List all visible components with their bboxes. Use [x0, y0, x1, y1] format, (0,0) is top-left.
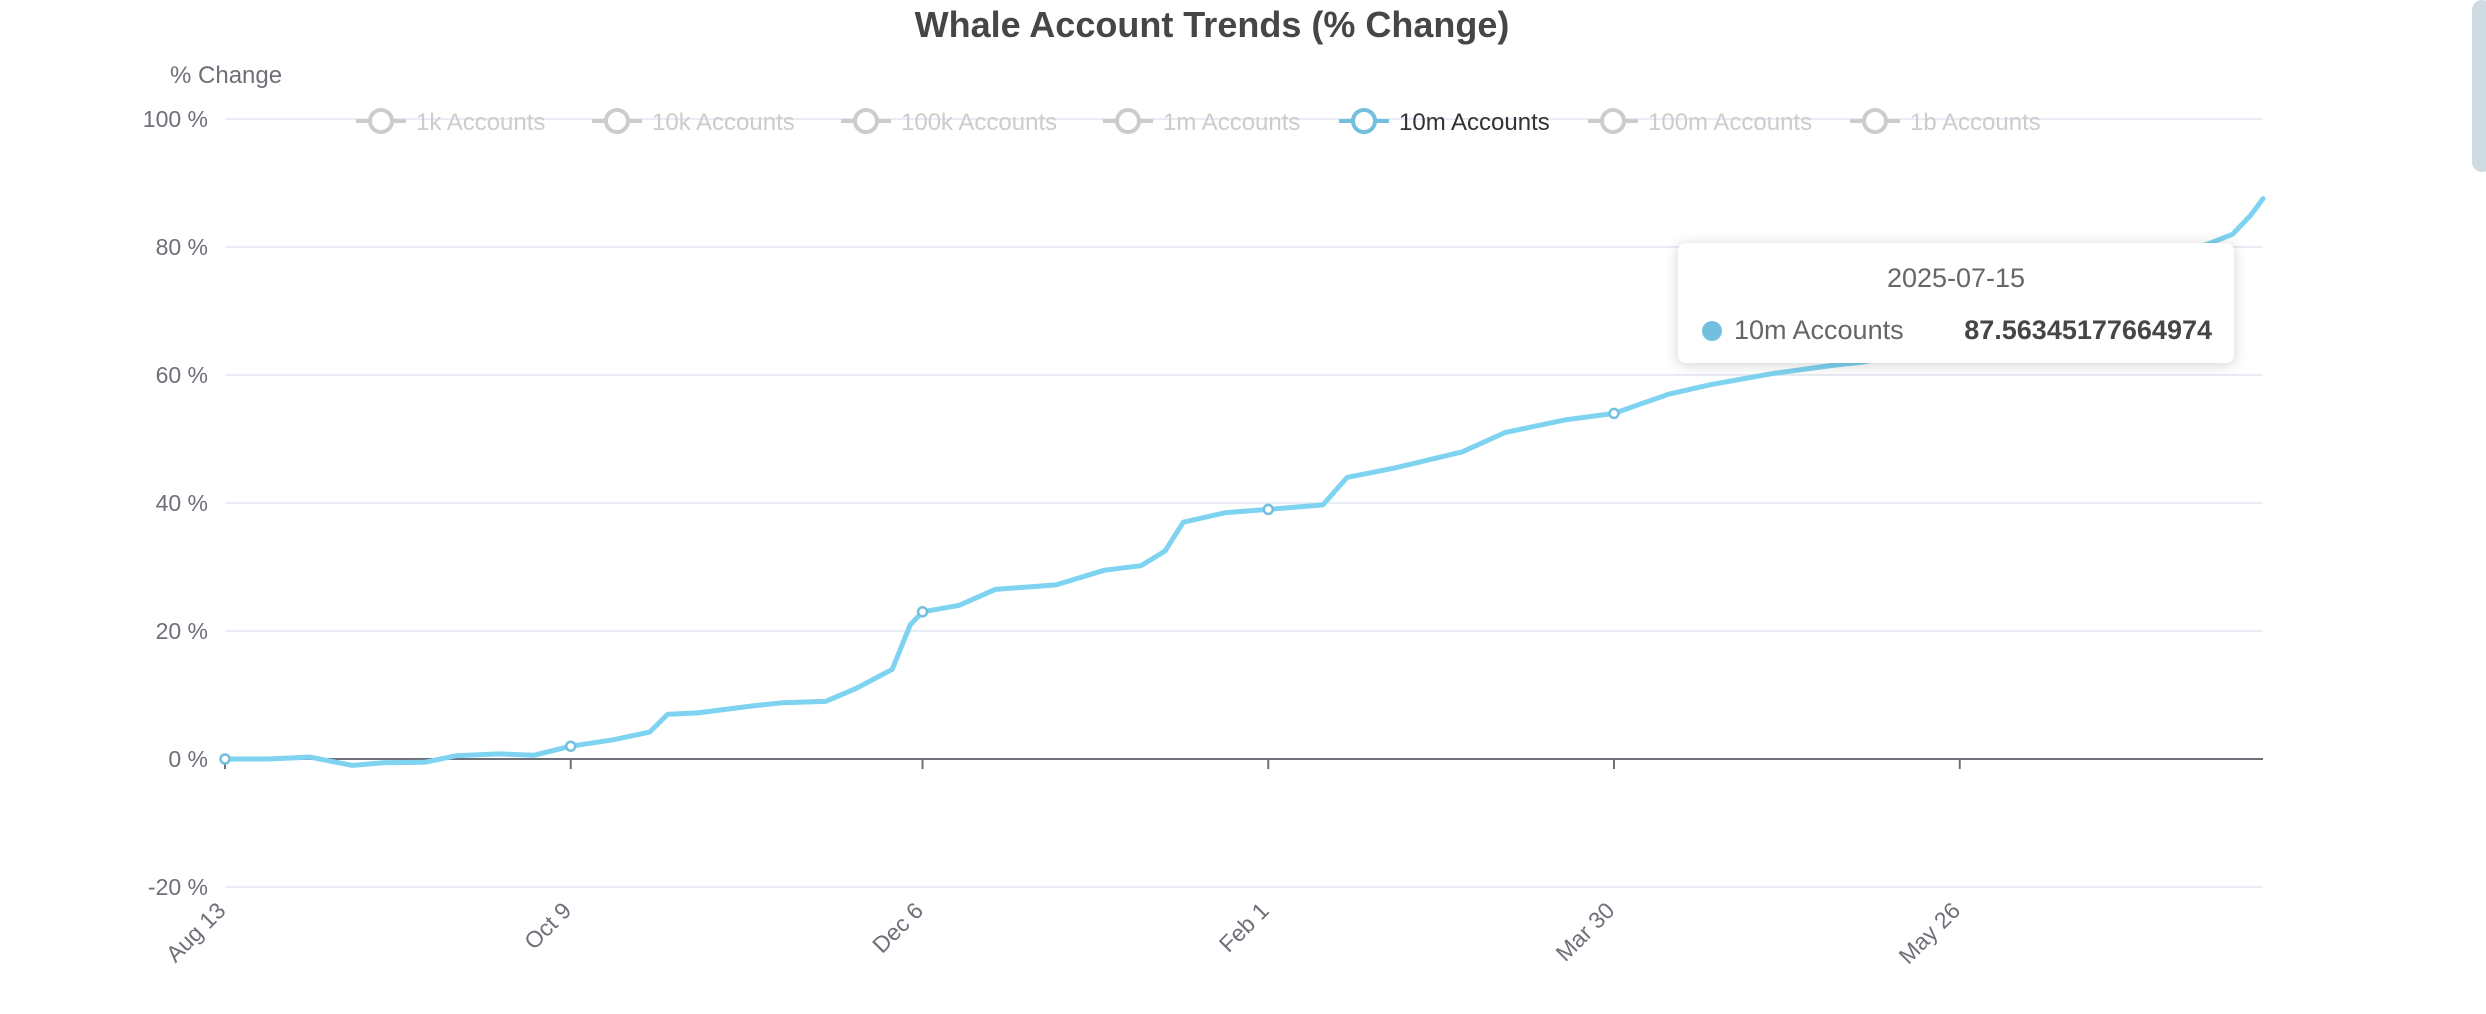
y-tick-label: 100 %	[143, 106, 208, 132]
data-point	[219, 753, 231, 765]
legend-item[interactable]: 1b Accounts	[1850, 108, 2041, 136]
legend[interactable]: 1k Accounts 10k Accounts 100k Accounts 1m A…	[356, 108, 2041, 136]
chart-title: Whale Account Trends (% Change)	[915, 4, 1510, 45]
series-line-10m-accounts	[222, 196, 2266, 768]
x-tick-label: Feb 1	[1214, 897, 1274, 957]
y-tick-label: 80 %	[156, 234, 208, 260]
axis-layer: 100 % 80 % 60 % 40 % 20 % 0 % -20 %Aug 13 Oct 9…	[143, 106, 1965, 969]
data-point	[1262, 503, 1275, 516]
x-tick-label: Oct 9	[519, 897, 576, 954]
data-point	[564, 740, 577, 752]
x-tick-label: Aug 13	[161, 897, 231, 967]
tooltip-value: 87.56345177664974	[1964, 315, 2212, 345]
legend-label: 1b Accounts	[1910, 109, 2041, 136]
legend-circle-icon	[1351, 108, 1377, 134]
y-tick-label: 20 %	[156, 618, 208, 644]
legend-item[interactable]: 1k Accounts	[356, 108, 545, 136]
x-tick-label: May 26	[1894, 897, 1966, 969]
data-point	[916, 606, 929, 618]
legend-item[interactable]: 100k Accounts	[841, 108, 1057, 136]
legend-circle-icon	[1862, 108, 1888, 134]
x-tick-label: Mar 30	[1551, 897, 1620, 966]
tooltip-series-dot	[1702, 321, 1722, 341]
x-tick-label: Dec 6	[867, 897, 928, 958]
data-point	[1608, 407, 1620, 420]
y-tick-label: 0 %	[168, 746, 208, 772]
y-tick-label: 40 %	[156, 490, 208, 516]
legend-circle-icon	[853, 108, 879, 134]
series-layer	[219, 196, 2266, 768]
y-tick-label: -20 %	[148, 874, 208, 900]
grid-layer	[225, 118, 2263, 888]
tooltip-date: 2025-07-15	[1886, 263, 2026, 293]
legend-label: 10k Accounts	[652, 109, 795, 136]
legend-label: 100m Accounts	[1648, 109, 1812, 136]
legend-item[interactable]: 10k Accounts	[592, 108, 795, 136]
legend-item[interactable]: 10m Accounts	[1339, 108, 1550, 136]
y-axis-label: % Change	[170, 62, 282, 89]
legend-circle-icon	[1600, 108, 1626, 134]
legend-label: 1m Accounts	[1163, 109, 1300, 136]
legend-circle-icon	[1115, 108, 1141, 134]
tooltip: 2025-07-15 10m Accounts 87.5634517766497…	[1678, 243, 2234, 363]
legend-item[interactable]: 1m Accounts	[1103, 108, 1300, 136]
tooltip-series-name: 10m Accounts	[1734, 315, 1904, 345]
legend-circle-icon	[604, 108, 630, 134]
legend-label: 1k Accounts	[416, 109, 545, 136]
legend-item[interactable]: 100m Accounts	[1588, 108, 1812, 136]
legend-label: 10m Accounts	[1399, 109, 1550, 136]
legend-circle-icon	[368, 108, 394, 134]
y-tick-label: 60 %	[156, 362, 208, 388]
scrollbar[interactable]	[2472, 0, 2486, 172]
legend-label: 100k Accounts	[901, 109, 1057, 136]
